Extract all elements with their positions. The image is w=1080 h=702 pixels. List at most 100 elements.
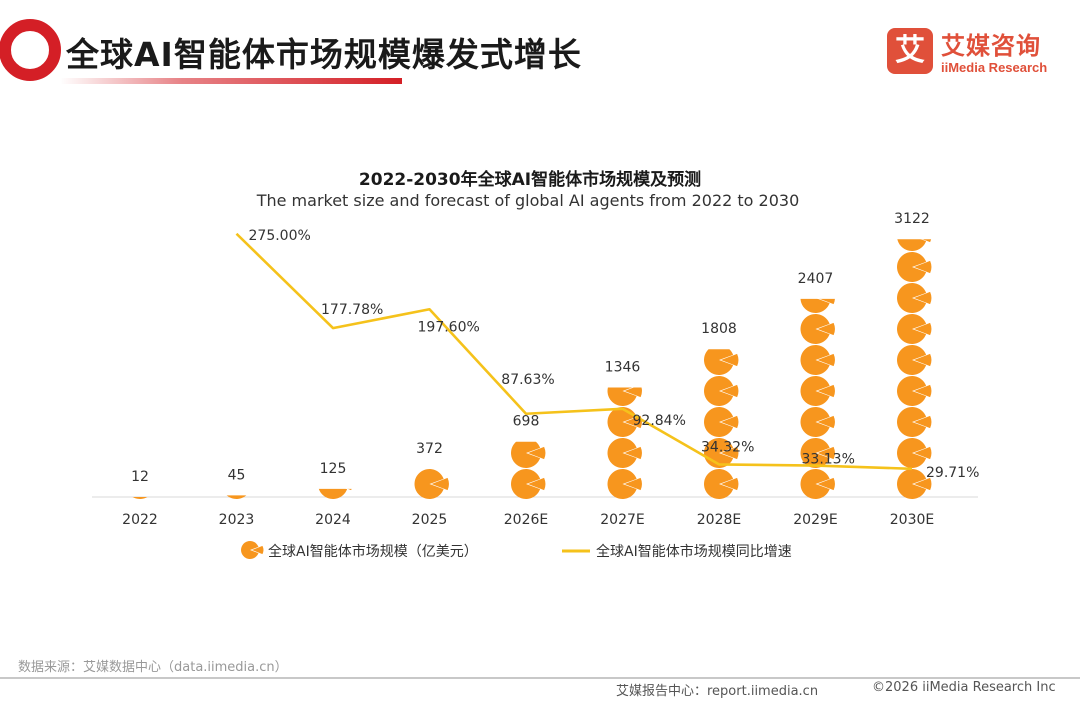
x-tick-label: 2028E	[697, 512, 741, 528]
growth-value-label: 87.63%	[501, 372, 554, 388]
pie-chart-icon	[897, 345, 927, 375]
pie-chart-icon-slice	[914, 446, 932, 460]
pie-chart-icon	[897, 283, 927, 314]
pie-chart-icon	[318, 488, 348, 499]
pie-chart-icon-slice	[721, 446, 739, 460]
bar-2027E	[607, 387, 642, 500]
pie-chart-icon-slice	[624, 387, 642, 398]
pie-chart-icon	[897, 407, 927, 438]
pie-chart-icon-slice	[347, 488, 352, 491]
partial-pie-chart-icon	[703, 349, 739, 375]
brand-icon: 艾	[887, 28, 933, 74]
report-site-link[interactable]: 艾媒报告中心：report.iimedia.cn	[616, 684, 819, 699]
pie-chart-icon-slice	[431, 477, 449, 491]
pie-chart-icon	[800, 314, 830, 344]
pie-chart-icon-slice	[721, 384, 739, 398]
header-ring-icon	[0, 19, 61, 81]
chart-subtitle: The market size and forecast of global A…	[256, 191, 800, 210]
partial-pie-chart-icon	[510, 441, 546, 468]
partial-pie-chart-icon	[318, 488, 352, 499]
pie-chart-icon-slice	[817, 384, 835, 398]
pie-chart-icon-slice	[528, 446, 546, 460]
pie-chart-icon	[704, 407, 734, 438]
bar-2024	[318, 488, 352, 499]
bar-2025	[414, 469, 449, 500]
pie-chart-icon	[897, 438, 927, 468]
pie-chart-icon	[132, 497, 148, 499]
bar-value-label: 2407	[798, 271, 834, 287]
header-ring-mark	[0, 19, 402, 84]
pie-chart-icon	[704, 469, 734, 500]
pie-chart-icon	[897, 469, 927, 500]
pie-chart-icon-slice	[721, 353, 739, 367]
brand-logo: 艾 艾媒咨询 iiMedia Research	[887, 26, 1062, 82]
pie-chart-icon	[800, 438, 830, 468]
pie-chart-icon	[704, 376, 734, 407]
data-labels: 12 45 125 372 698 1346 1808 2407 3122 275.00% 177.…	[131, 211, 979, 485]
bar-2028E	[703, 349, 739, 500]
legend: 全球AI智能体市场规模（亿美元） 全球AI智能体市场规模同比增速	[241, 541, 792, 560]
x-tick-label: 2026E	[504, 512, 548, 528]
growth-value-label: 34.32%	[701, 439, 754, 455]
growth-value-label: 275.00%	[249, 228, 311, 244]
bar-value-label: 45	[228, 467, 246, 483]
pie-chart-icon	[897, 314, 927, 344]
pie-chart-icon	[607, 438, 637, 468]
pie-chart-icon-slice	[914, 477, 932, 491]
x-tick-label: 2029E	[793, 512, 837, 528]
bar-2030E	[897, 239, 932, 500]
pie-chart-icon-slice	[914, 260, 932, 274]
chart-title: 2022-2030年全球AI智能体市场规模及预测	[359, 169, 701, 190]
pie-chart-icon	[511, 469, 541, 500]
legend-item-growth-rate: 全球AI智能体市场规模同比增速	[562, 543, 792, 560]
pie-chart-icon-slice	[624, 446, 642, 460]
bar-value-label: 372	[416, 441, 443, 457]
growth-value-label: 177.78%	[321, 302, 383, 318]
pie-chart-icon	[800, 376, 830, 407]
pie-chart-icon	[800, 298, 830, 313]
bar-value-label: 3122	[894, 211, 930, 227]
pie-chart-icon-slice	[914, 291, 932, 305]
pie-chart-icon-slice	[817, 322, 835, 336]
x-tick-label: 2023	[219, 512, 255, 528]
pie-chart-icon	[607, 387, 637, 406]
chart: 2022-2030年全球AI智能体市场规模及预测 The market size…	[92, 169, 979, 560]
x-tick-label: 2024	[315, 512, 351, 528]
partial-pie-chart-icon	[607, 387, 642, 406]
pie-chart-icon	[703, 349, 734, 375]
legend-item-market-size: 全球AI智能体市场规模（亿美元）	[241, 541, 478, 560]
pie-chart-icon	[800, 345, 830, 375]
pie-chart-icon-slice	[624, 477, 642, 491]
page-title: 全球AI智能体市场规模爆发式增长	[66, 35, 582, 74]
brand-name-en: iiMedia Research	[941, 60, 1048, 75]
x-tick-label: 2027E	[600, 512, 644, 528]
bar-value-label: 1346	[605, 359, 641, 375]
pie-chart-icon-slice	[817, 446, 835, 460]
bar-value-label: 125	[320, 461, 347, 477]
pie-chart-icon	[897, 239, 927, 251]
pie-chart-icon	[607, 407, 637, 438]
partial-pie-chart-icon	[897, 239, 932, 251]
growth-line-path	[235, 232, 913, 471]
footer-divider	[0, 677, 1080, 679]
partial-pie-chart-icon	[800, 298, 835, 313]
pie-chart-icon-slice	[922, 239, 932, 243]
pie-chart-icon-slice	[817, 415, 835, 429]
slide-header: 全球AI智能体市场规模爆发式增长 艾 艾媒咨询 iiMedia Research	[0, 0, 1080, 95]
pie-chart-icon-slice	[721, 415, 739, 429]
pie-chart-icon-slice	[817, 353, 835, 367]
source-note: 数据来源：艾媒数据中心（data.iimedia.cn）	[18, 660, 288, 675]
pie-chart-icon-slice	[914, 415, 932, 429]
growth-line	[235, 232, 913, 471]
partial-pie-chart-icon	[132, 497, 148, 499]
growth-value-label: 29.71%	[926, 465, 979, 481]
header-accent-bar	[60, 78, 402, 84]
legend-pie-chart-icon	[241, 541, 264, 559]
x-axis-ticks: 2022 2023 2024 2025 2026E 2027E 2028E 2029E 2030…	[122, 512, 934, 528]
pie-chart-icon-slice	[914, 384, 932, 398]
bar-value-label: 12	[131, 469, 149, 485]
pie-chart-icon	[510, 441, 541, 468]
bar-2023	[226, 495, 247, 499]
pie-chart-icon	[226, 495, 247, 499]
legend-pie-chart-icon-shape	[241, 541, 259, 559]
